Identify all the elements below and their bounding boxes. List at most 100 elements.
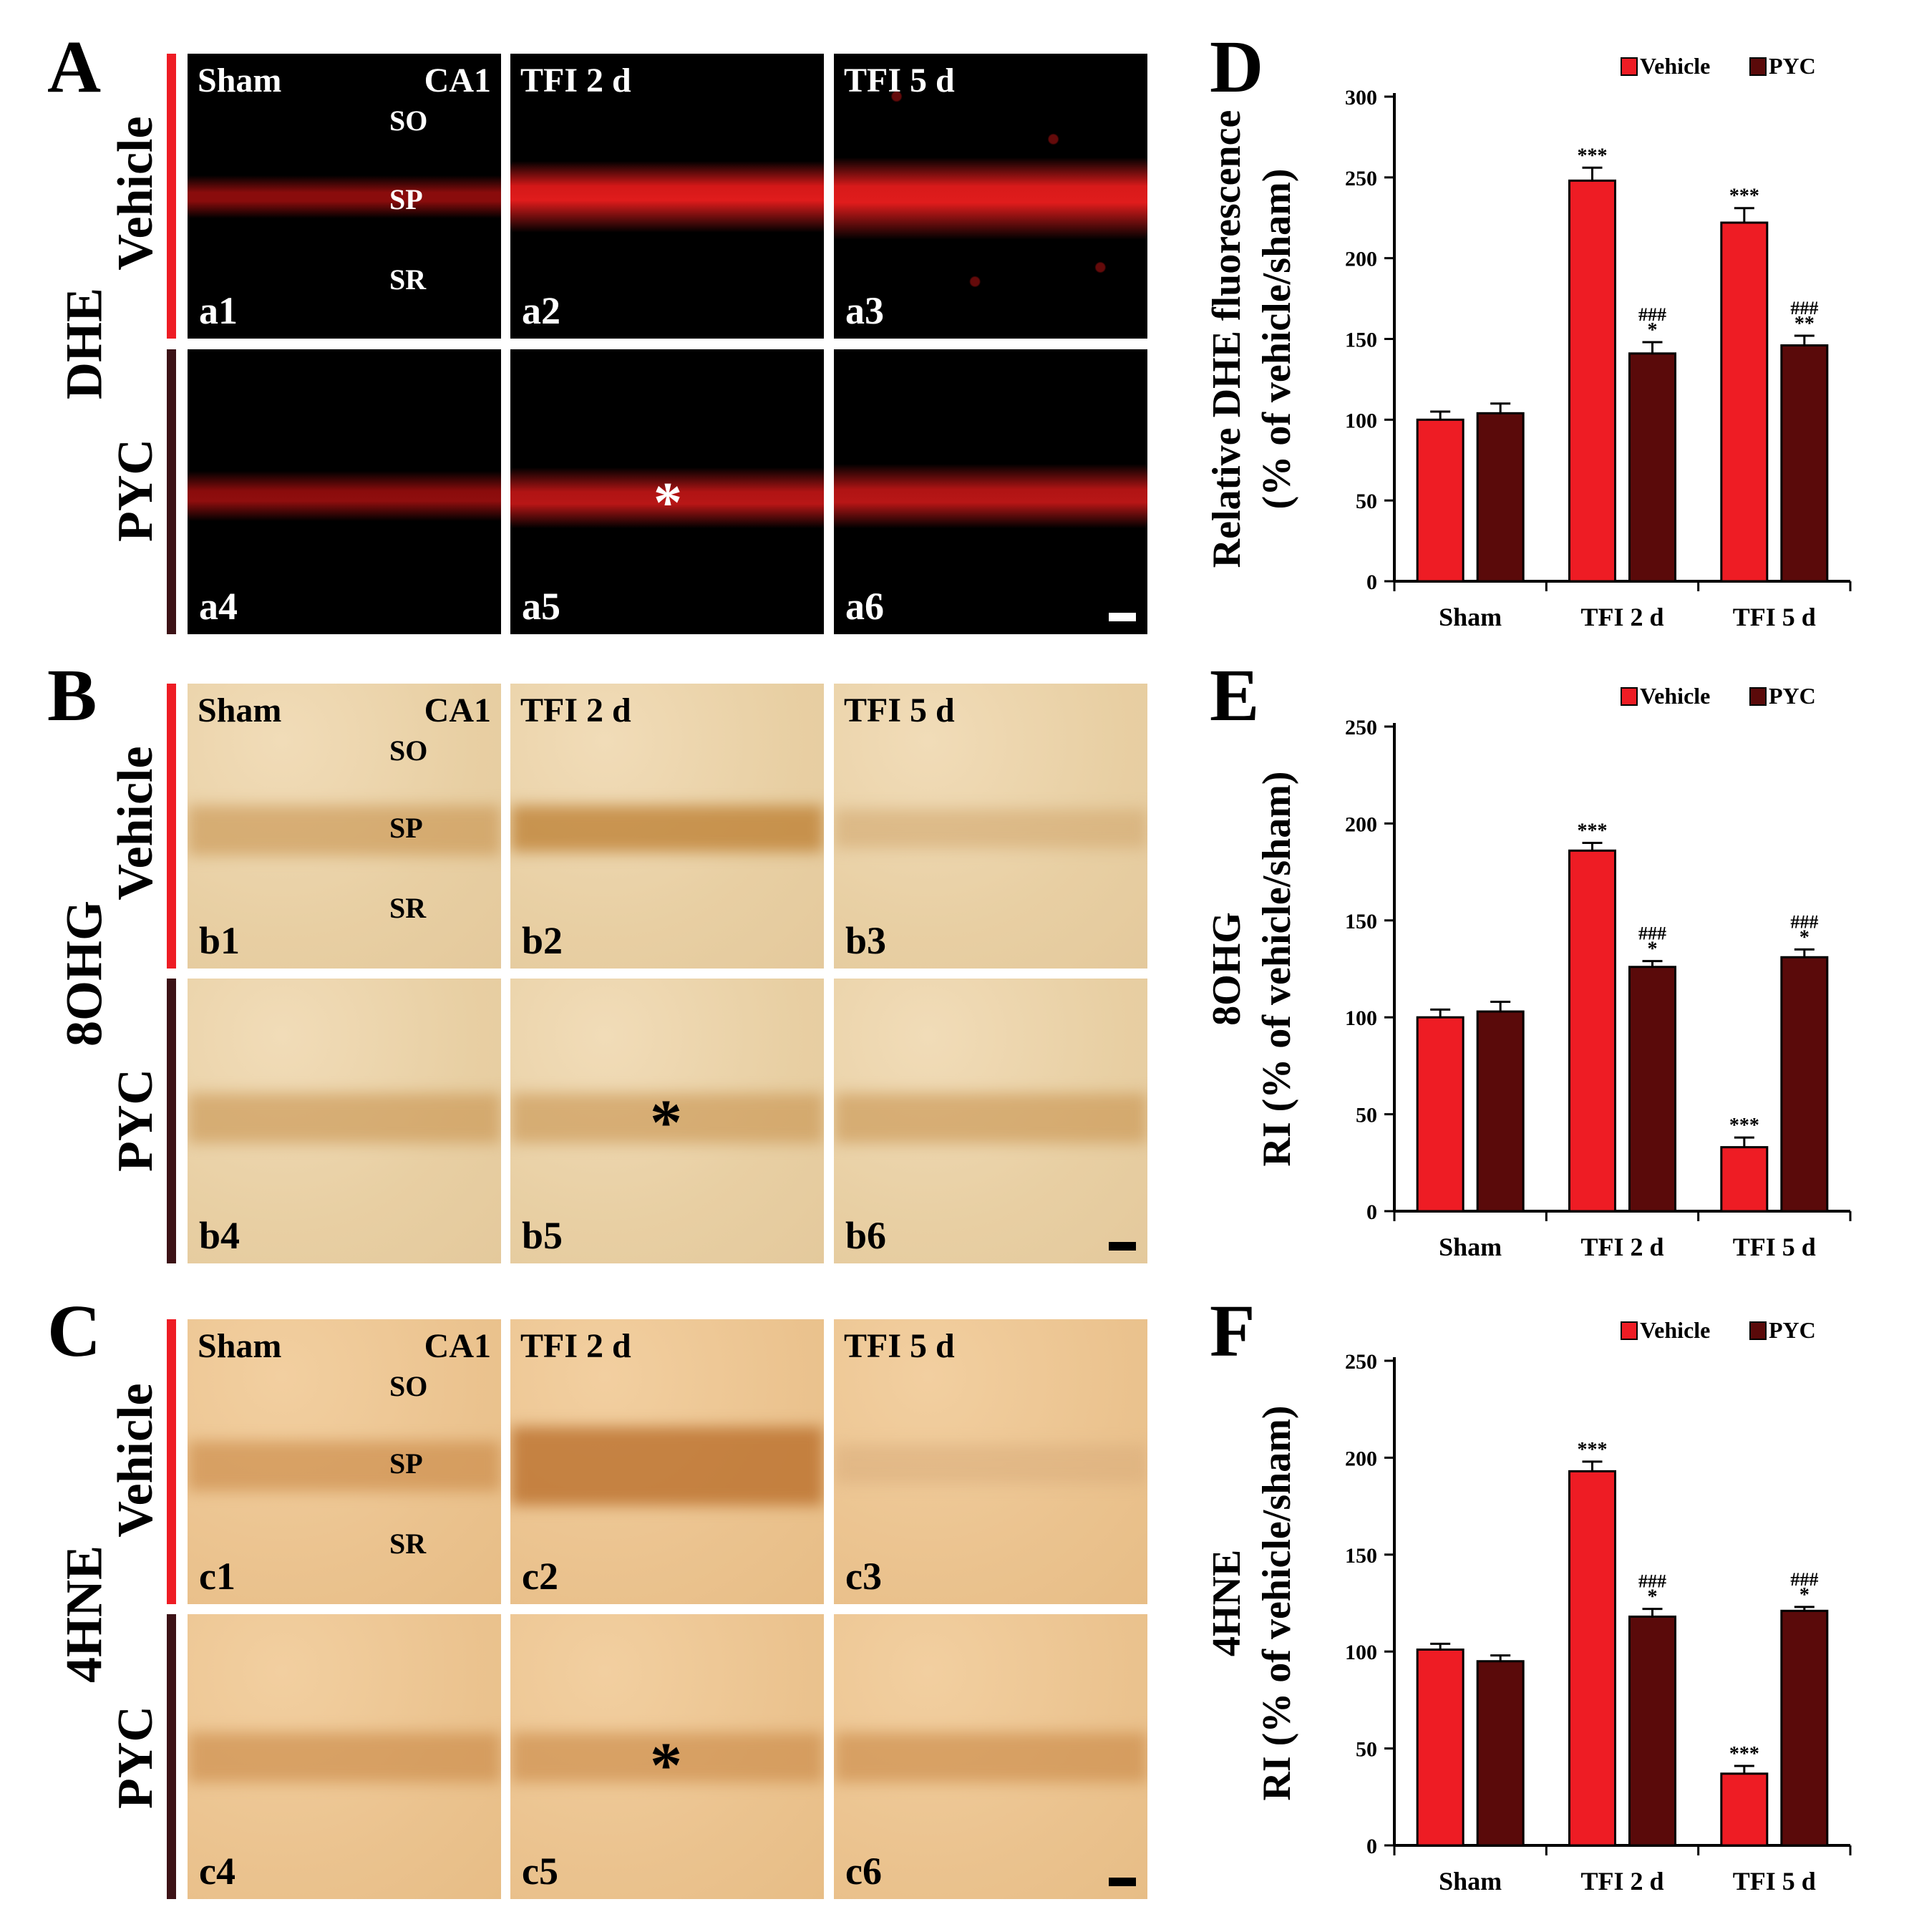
micrograph-c5: * c5 [510, 1614, 824, 1899]
row-label-vehicle-a: Vehicle [108, 116, 163, 271]
significance-mark: *** [1578, 145, 1608, 167]
x-tick-label: TFI 2 d [1580, 1233, 1663, 1261]
region-so: SO [389, 1370, 428, 1402]
col-label-sham: Sham [198, 691, 282, 729]
x-tick-label: TFI 5 d [1733, 603, 1816, 631]
pyc-bar-c [167, 1614, 176, 1899]
y-tick-label: 250 [1345, 167, 1377, 190]
bar-pyc [1476, 1010, 1525, 1213]
y-tick-label: 300 [1345, 86, 1377, 110]
group-label-dhe: DHE [55, 287, 113, 400]
panel-id: c3 [845, 1555, 882, 1598]
x-tick-label: Sham [1439, 603, 1502, 631]
panel-id: b4 [199, 1214, 241, 1257]
y-axis-label: 8OHG [1205, 912, 1249, 1026]
y-axis-label-2: RI (% of vehicle/sham) [1255, 1405, 1299, 1800]
bar-pyc [1476, 1660, 1525, 1847]
y-tick-label: 50 [1356, 490, 1377, 513]
y-tick-label: 250 [1345, 716, 1377, 739]
significance-mark-hash: ### [1790, 298, 1818, 319]
x-tick-label: TFI 2 d [1580, 603, 1663, 631]
micrograph-c6: c6 [834, 1614, 1147, 1899]
bar-vehicle [1416, 418, 1464, 583]
micrograph-b5: * b5 [510, 979, 824, 1263]
panel-id: c5 [522, 1850, 558, 1893]
x-tick-label: TFI 5 d [1733, 1867, 1816, 1895]
panel-id: a6 [845, 585, 884, 628]
region-sp: SP [389, 812, 423, 844]
scale-bar [1109, 1878, 1136, 1886]
y-tick-label: 200 [1345, 1447, 1377, 1470]
significance-mark: *** [1729, 185, 1759, 208]
region-sr: SR [389, 263, 427, 296]
group-label-4hne: 4HNE [55, 1545, 113, 1684]
panel-letter-c: C [47, 1290, 102, 1372]
panel-id: a2 [522, 289, 560, 332]
pyc-bar-b [167, 979, 176, 1263]
bar-pyc [1628, 966, 1676, 1213]
significance-mark: * [1799, 926, 1810, 948]
region-so: SO [389, 105, 428, 137]
legend-label: PYC [1769, 53, 1816, 79]
panel-id: b3 [845, 919, 887, 962]
col-label-sham: Sham [198, 1327, 282, 1365]
legend-label: Vehicle [1640, 683, 1710, 709]
vehicle-bar-a [167, 54, 176, 339]
panel-id: c6 [845, 1850, 882, 1893]
panel-id: b1 [199, 919, 241, 962]
panel-letter-b: B [47, 654, 97, 737]
significance-mark: *** [1578, 1439, 1608, 1461]
row-label-vehicle-c: Vehicle [108, 1383, 163, 1538]
y-tick-label: 250 [1345, 1350, 1377, 1374]
scale-bar [1109, 1242, 1136, 1251]
micrograph-a4: a4 [188, 349, 501, 634]
y-axis-label: 4HNE [1205, 1550, 1249, 1656]
panel-id: c1 [199, 1555, 235, 1598]
bar-pyc [1628, 1615, 1676, 1847]
bar-pyc [1780, 1609, 1829, 1847]
bar-vehicle [1720, 1772, 1769, 1847]
asterisk: * [654, 472, 682, 535]
panel-id: a1 [199, 289, 238, 332]
significance-mark: ** [1794, 313, 1815, 335]
panel-letter-f: F [1210, 1290, 1255, 1372]
panel-id: b2 [522, 919, 563, 962]
x-tick-label: TFI 5 d [1733, 1233, 1816, 1261]
micrograph-b3: TFI 5 d b3 [834, 684, 1147, 969]
y-tick-label: 150 [1345, 1544, 1377, 1568]
y-axis-label-2: RI (% of vehicle/sham) [1255, 771, 1299, 1166]
panel-letter-e: E [1210, 654, 1260, 737]
bar-vehicle [1720, 1146, 1769, 1213]
vehicle-bar-c [167, 1319, 176, 1604]
micrograph-c2: TFI 2 d c2 [510, 1319, 824, 1604]
region-sr: SR [389, 892, 427, 924]
col-label-tfi2: TFI 2 d [520, 62, 631, 99]
micrograph-c3: TFI 5 d c3 [834, 1319, 1147, 1604]
significance-mark-hash: ### [1638, 923, 1666, 944]
chart-d: Relative DHE fluorescence (% of vehicle/s… [1205, 53, 1852, 631]
significance-mark: * [1648, 938, 1658, 961]
panel-letter-a: A [47, 26, 102, 108]
col-label-tfi5: TFI 5 d [844, 691, 955, 729]
significance-mark: * [1648, 1586, 1658, 1608]
significance-mark-hash: ### [1638, 1571, 1666, 1592]
region-ca1: CA1 [424, 691, 491, 729]
significance-mark: *** [1729, 1115, 1759, 1137]
micrograph-b4: b4 [188, 979, 501, 1263]
bar-pyc [1780, 956, 1829, 1213]
bar-vehicle [1568, 849, 1616, 1213]
x-tick-label: Sham [1439, 1867, 1502, 1895]
micrograph-c4: c4 [188, 1614, 501, 1899]
row-label-pyc-a: PYC [108, 439, 163, 542]
y-tick-label: 100 [1345, 409, 1377, 432]
bar-pyc [1476, 412, 1525, 583]
legend-label: PYC [1769, 1317, 1816, 1343]
col-label-tfi5: TFI 5 d [844, 1327, 955, 1365]
panel-id: c2 [522, 1555, 558, 1598]
significance-mark-hash: ### [1638, 304, 1666, 325]
micrograph-b1: Sham CA1 SO SP SR b1 [188, 684, 501, 969]
significance-mark: * [1799, 1584, 1810, 1606]
panel-id: b5 [522, 1214, 563, 1257]
region-sr: SR [389, 1528, 427, 1560]
micrograph-a2: TFI 2 d a2 [510, 54, 824, 339]
